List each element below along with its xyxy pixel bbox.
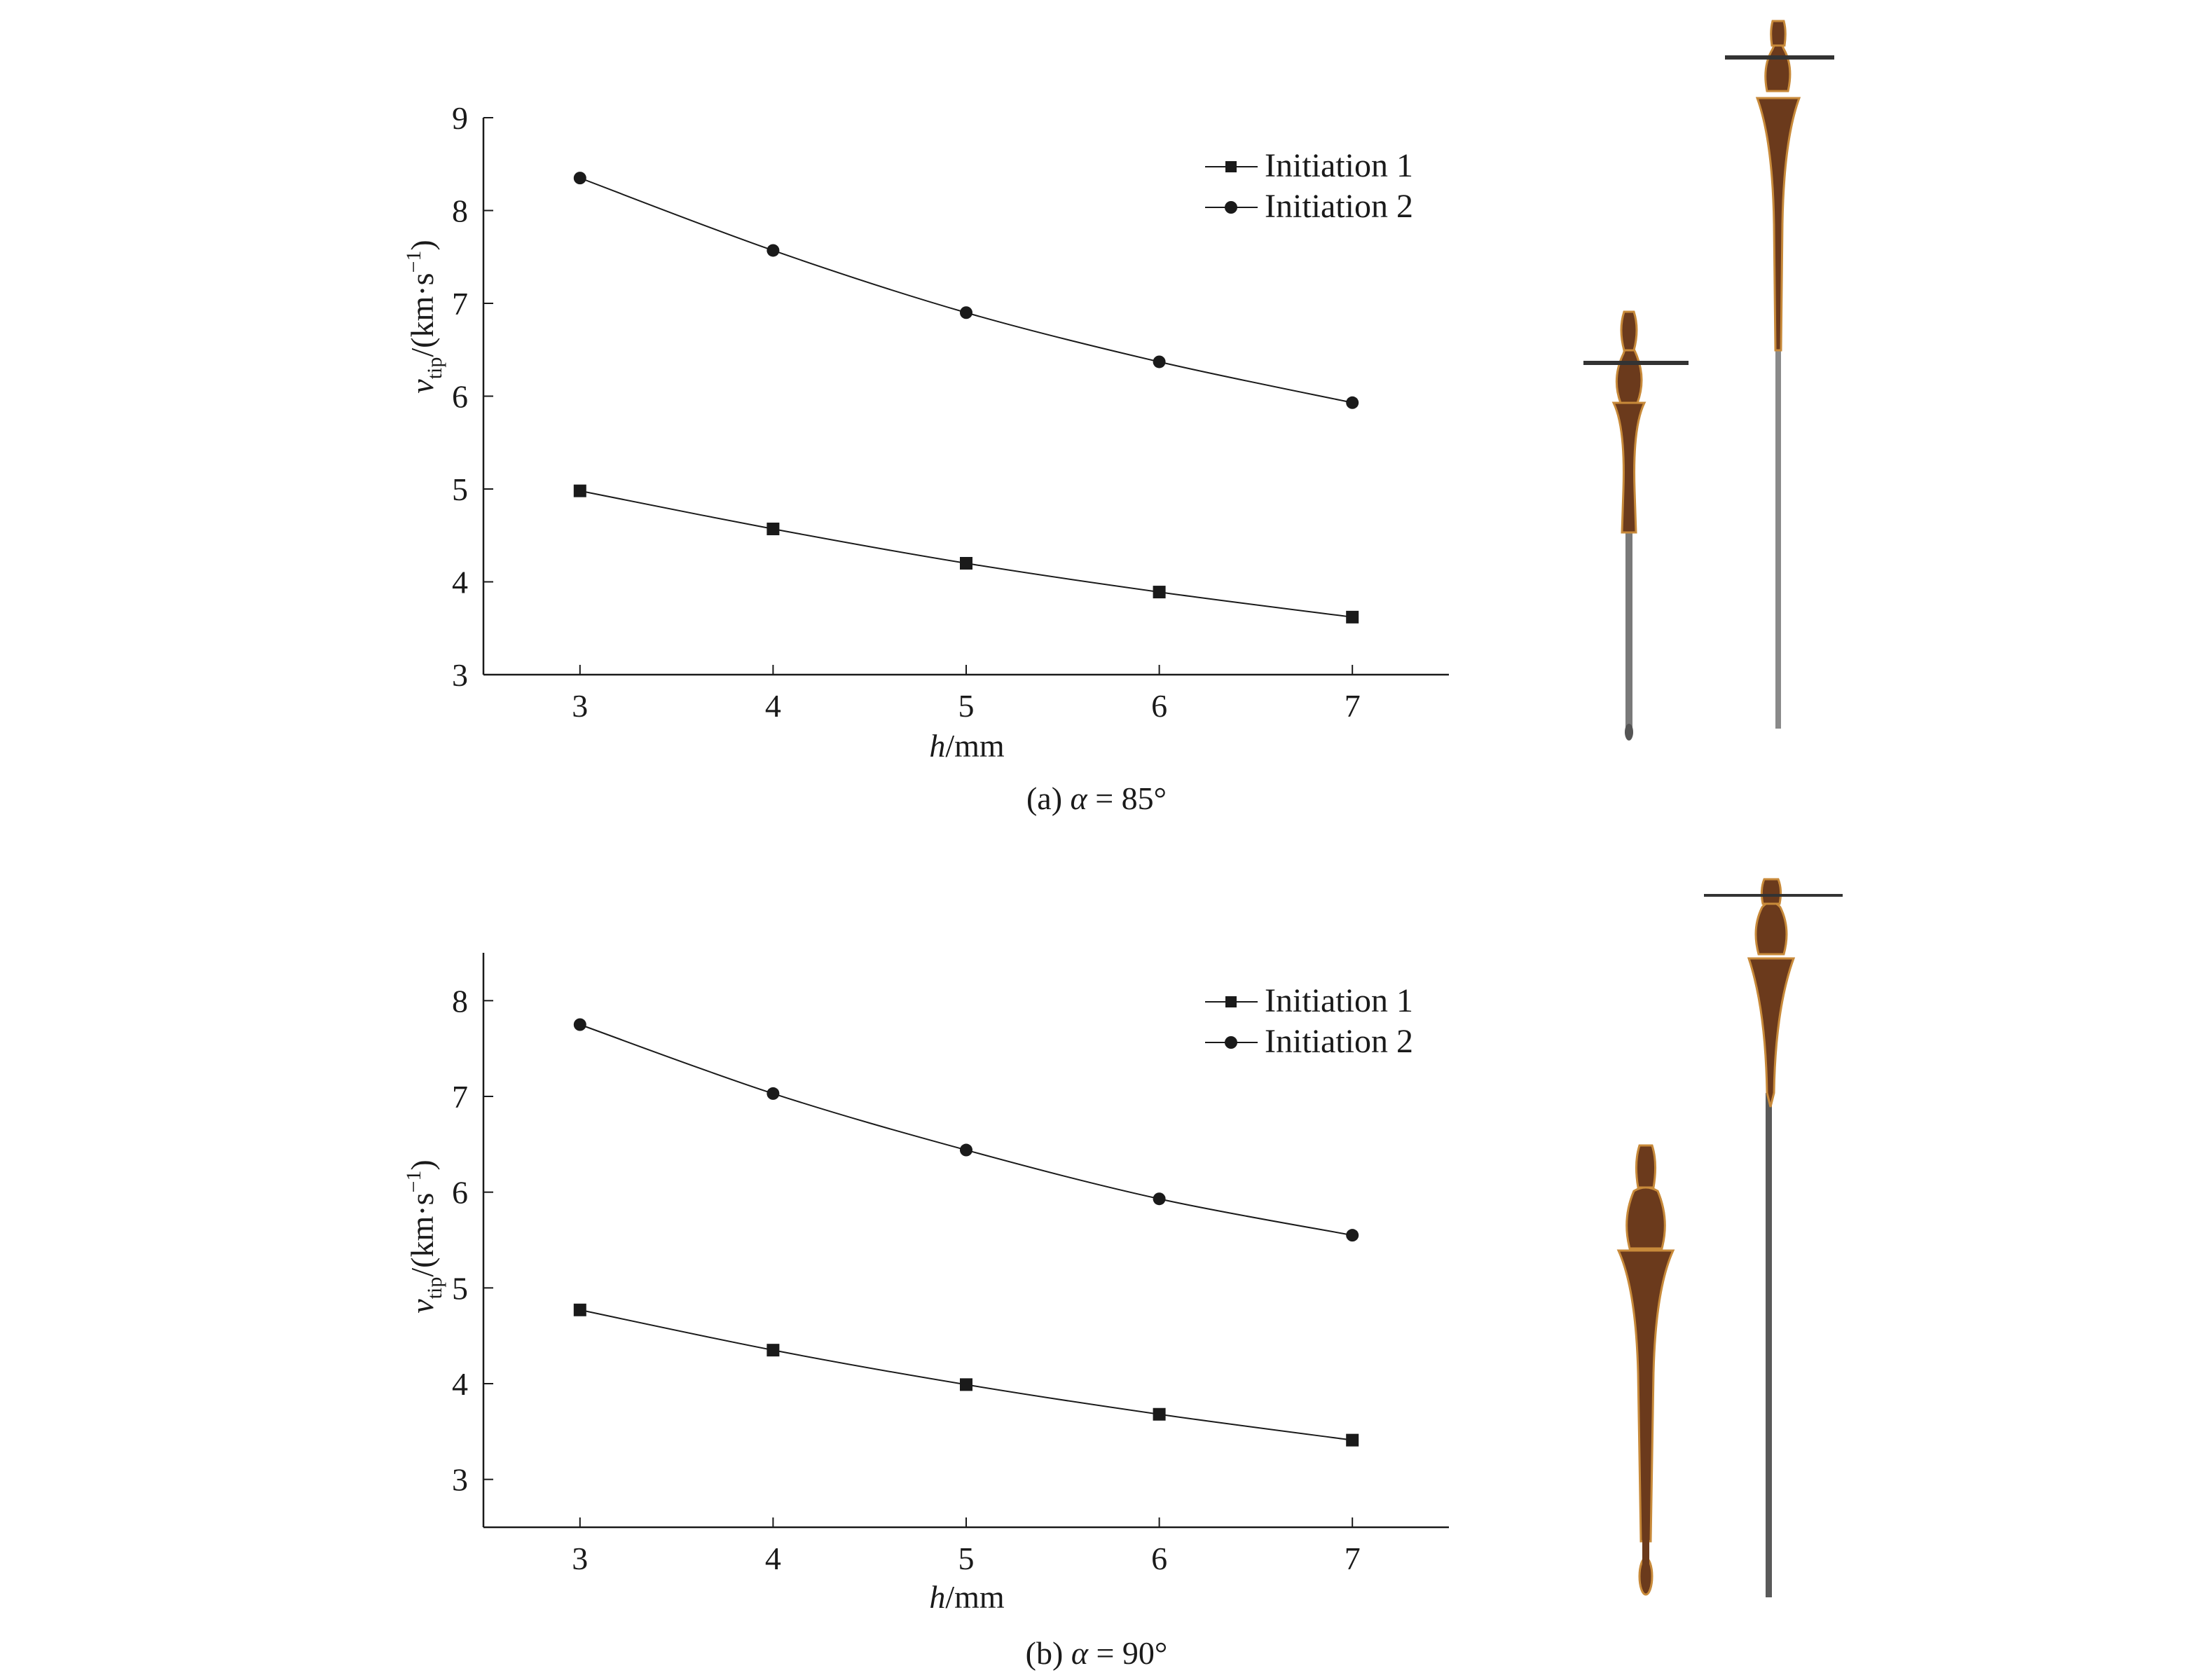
panel-b-legend: Initiation 1 Initiation 2 [1205, 982, 1413, 1060]
y-tick-label: 3 [452, 657, 468, 693]
panel-a-y-axis-label: vtip/(km·s−1) [402, 240, 446, 393]
x-tick-label: 5 [958, 1541, 975, 1576]
panel-b-y-axis-label: vtip/(km·s−1) [402, 1159, 446, 1313]
panel-b-markers [573, 1018, 1359, 1447]
x-tick-label: 3 [572, 1541, 588, 1576]
data-point-square [1346, 1433, 1359, 1447]
panel-a-x-axis-label: h/mm [929, 728, 1005, 764]
legend-label-initiation-2: Initiation 2 [1265, 188, 1413, 225]
x-tick-label: 7 [1345, 688, 1361, 724]
panel-a-chart: 3 4 5 6 7 3 4 5 6 7 8 9 Initiation 1 Initiation 2 v… [402, 20, 1834, 816]
panel-b-ticks: 3 4 5 6 7 3 4 5 6 7 8 [452, 983, 1361, 1576]
y-tick-label: 9 [452, 100, 468, 136]
data-point-circle [766, 244, 780, 257]
x-tick-label: 6 [1151, 1541, 1167, 1576]
data-point-circle [1346, 396, 1359, 409]
y-tick-label: 4 [452, 565, 468, 600]
data-point-circle [1346, 1229, 1359, 1242]
data-point-square [1346, 610, 1359, 624]
series-line-1 [579, 1309, 1353, 1441]
panel-a-legend: Initiation 1 Initiation 2 [1205, 147, 1413, 225]
data-point-circle [960, 1143, 972, 1157]
y-tick-label: 8 [452, 983, 468, 1019]
series-line-2 [579, 177, 1353, 404]
panel-b-x-axis-label: h/mm [929, 1579, 1005, 1615]
series-line-1 [579, 490, 1353, 618]
data-point-circle [1153, 355, 1166, 369]
data-point-circle [1153, 1192, 1166, 1206]
x-tick-label: 4 [765, 1541, 781, 1576]
series-line-2 [579, 1024, 1353, 1237]
x-tick-label: 7 [1345, 1541, 1361, 1576]
data-point-square [573, 484, 586, 497]
data-point-circle [960, 306, 972, 319]
data-point-square [1153, 1407, 1166, 1421]
panel-b-jet-illustration-initiation-2 [1704, 878, 1843, 1597]
panel-a-jet-illustration-initiation-1 [1583, 310, 1689, 741]
panel-b-caption: (b) α = 90° [1026, 1635, 1168, 1671]
x-tick-label: 5 [958, 688, 975, 724]
data-point-circle [573, 172, 586, 185]
y-tick-label: 5 [452, 471, 468, 507]
data-point-square [766, 1344, 780, 1357]
panel-a-ticks: 3 4 5 6 7 3 4 5 6 7 8 9 [452, 100, 1361, 724]
y-tick-label: 4 [452, 1366, 468, 1402]
panel-a-series-lines [579, 177, 1353, 618]
y-tick-label: 3 [452, 1462, 468, 1498]
legend-marker-square [1225, 161, 1237, 172]
y-tick-label: 6 [452, 1175, 468, 1211]
panel-b-chart: 3 4 5 6 7 3 4 5 6 7 8 Initiation 1 Initiation 2 vt… [402, 878, 1843, 1671]
data-point-circle [766, 1087, 780, 1100]
panel-a-markers [573, 172, 1359, 624]
legend-label-initiation-1: Initiation 1 [1265, 982, 1413, 1019]
legend-marker-square [1225, 996, 1237, 1007]
y-tick-label: 7 [452, 1079, 468, 1115]
panel-b-jet-illustration-initiation-1 [1616, 1144, 1675, 1596]
data-point-circle [573, 1018, 586, 1031]
legend-label-initiation-2: Initiation 2 [1265, 1023, 1413, 1060]
data-point-square [1153, 586, 1166, 599]
panel-b-series-lines [579, 1024, 1353, 1441]
data-point-square [960, 1378, 972, 1391]
legend-label-initiation-1: Initiation 1 [1265, 147, 1413, 184]
data-point-square [960, 557, 972, 570]
y-tick-label: 5 [452, 1270, 468, 1306]
panel-a-jet-illustration-initiation-2 [1725, 20, 1834, 729]
x-tick-label: 4 [765, 688, 781, 724]
data-point-square [573, 1303, 586, 1316]
legend-marker-circle [1225, 1036, 1237, 1049]
data-point-square [766, 522, 780, 535]
legend-marker-circle [1225, 201, 1237, 214]
x-tick-label: 3 [572, 688, 588, 724]
y-tick-label: 8 [452, 193, 468, 229]
y-tick-label: 7 [452, 286, 468, 322]
x-tick-label: 6 [1151, 688, 1167, 724]
y-tick-label: 6 [452, 379, 468, 415]
panel-a-caption: (a) α = 85° [1026, 780, 1167, 816]
